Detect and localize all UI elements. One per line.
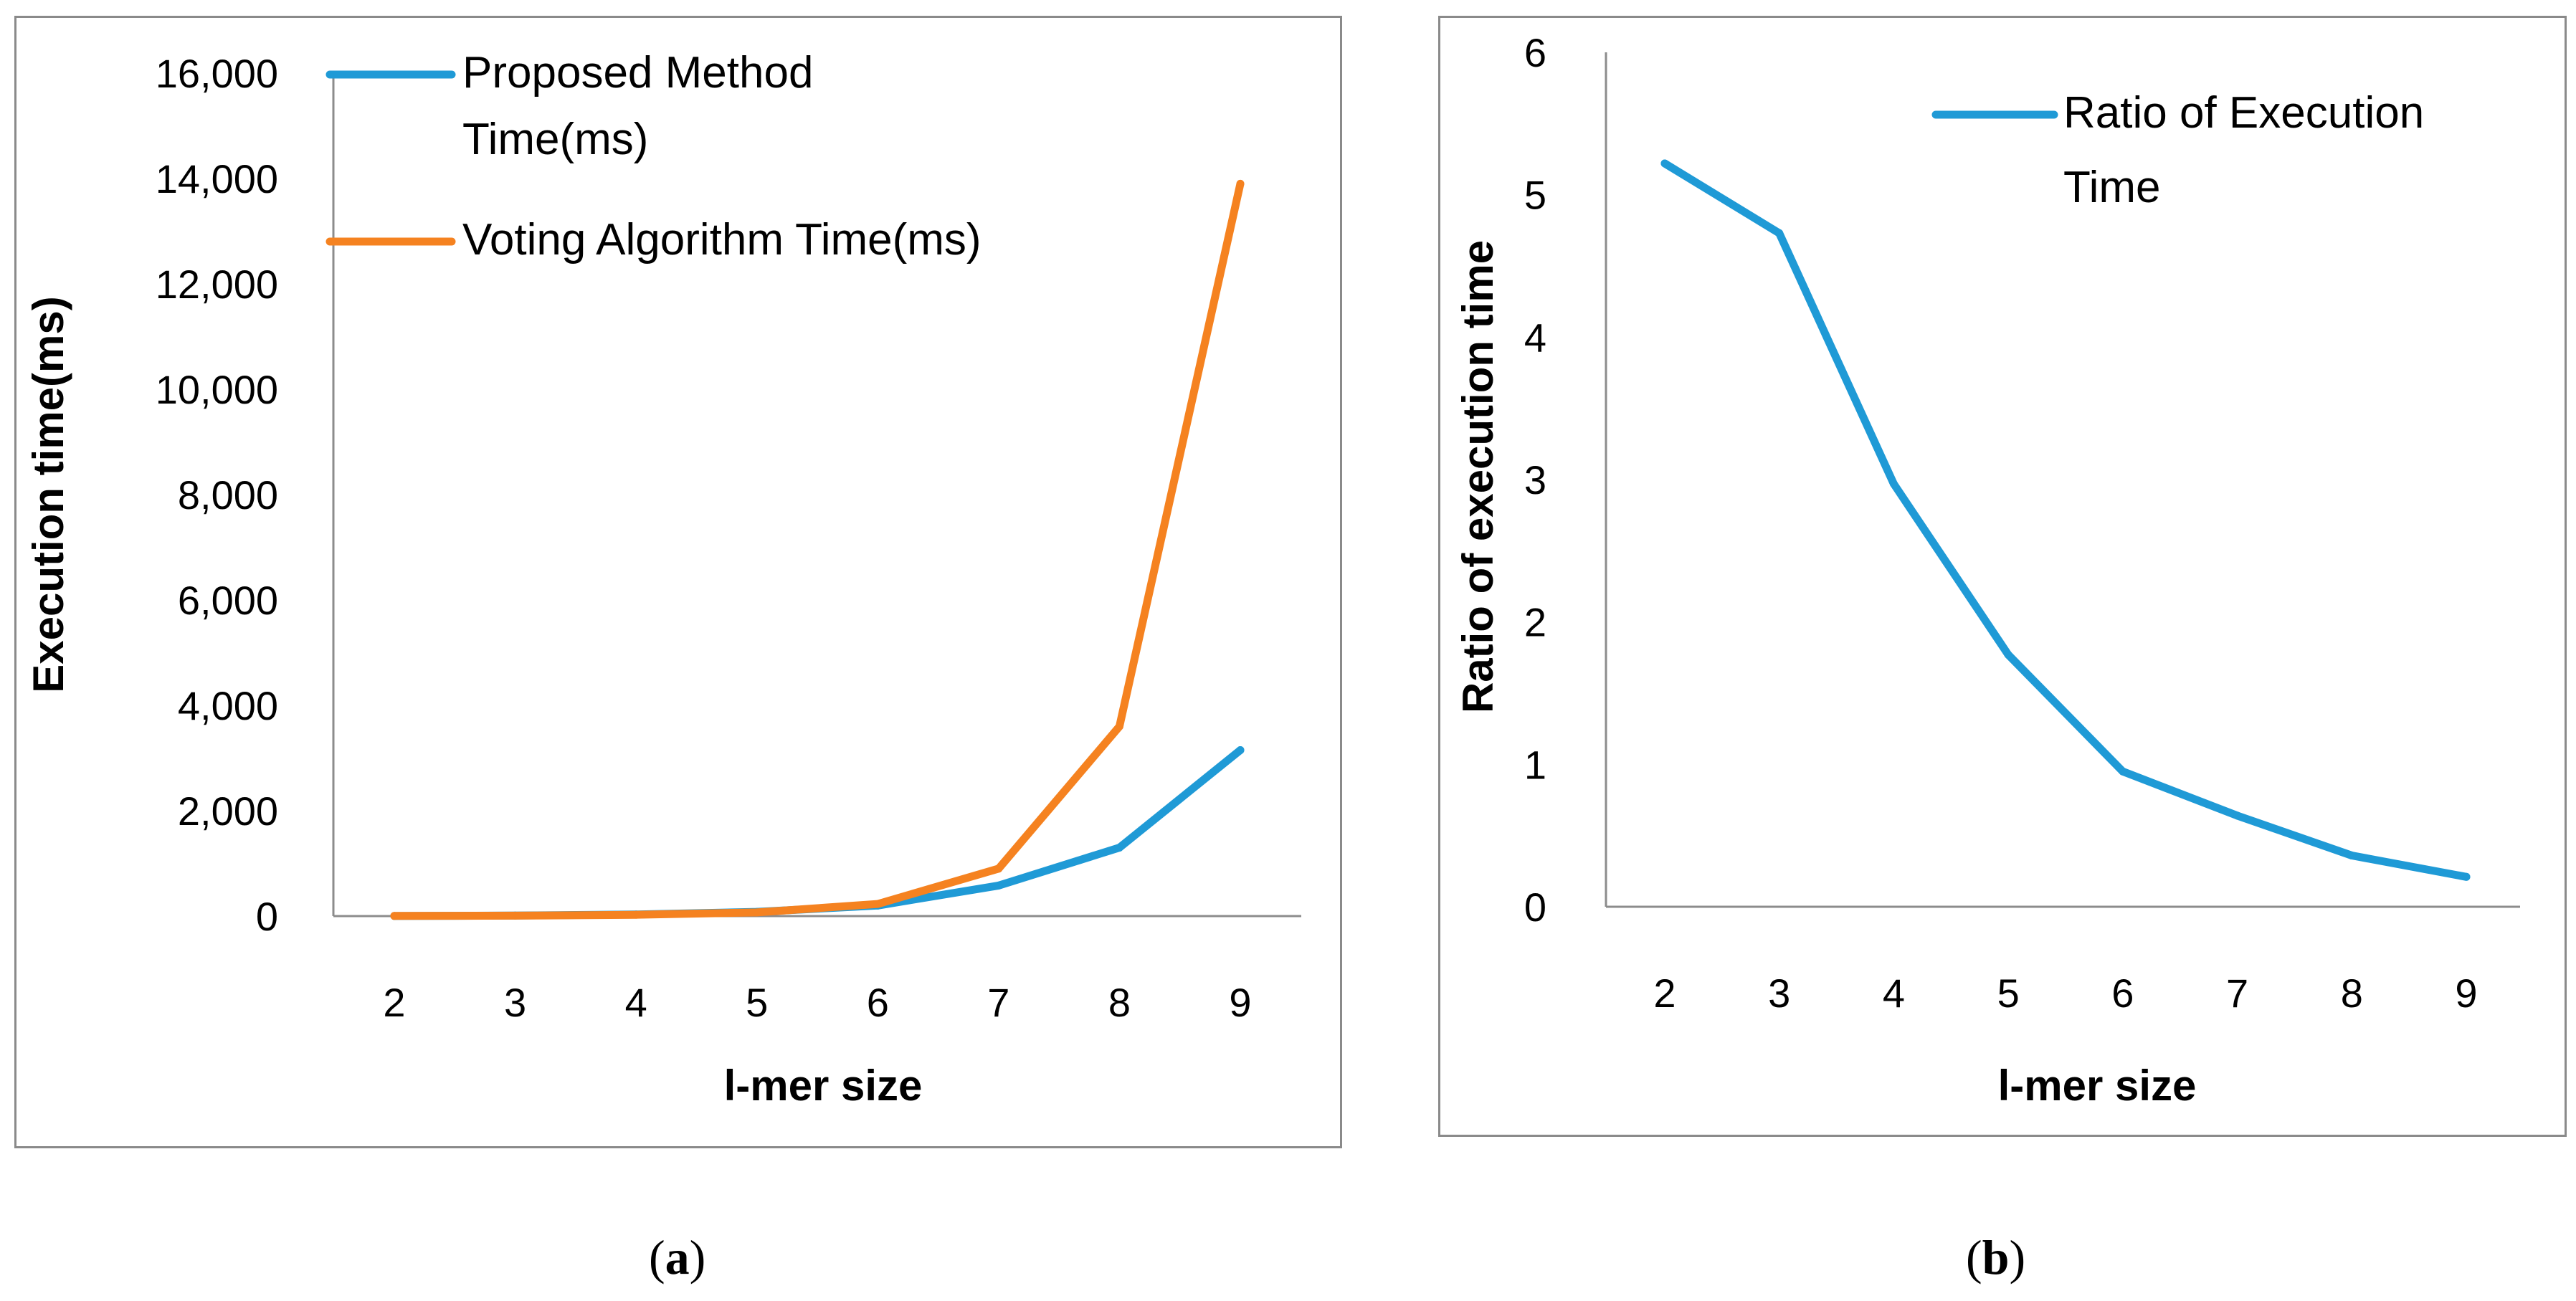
caption-b-letter: b — [1982, 1230, 2010, 1285]
y-tick-label-a: 0 — [256, 894, 278, 939]
x-tick-label-a: 7 — [987, 980, 1009, 1025]
x-tick-label-a: 4 — [625, 980, 647, 1025]
caption-a-letter: a — [665, 1230, 690, 1285]
data-point-a-1 — [1115, 722, 1123, 730]
x-tick-label-b: 2 — [1653, 971, 1676, 1016]
x-tick-label-a: 8 — [1108, 980, 1131, 1025]
x-tick-label-b: 4 — [1883, 971, 1905, 1016]
y-tick-label-b: 5 — [1524, 173, 1546, 218]
x-tick-label-b: 5 — [1997, 971, 2020, 1016]
data-point-a-1 — [873, 900, 882, 908]
data-point-a-1 — [390, 912, 399, 920]
x-tick-label-a: 3 — [504, 980, 526, 1025]
x-tick-label-b: 6 — [2111, 971, 2134, 1016]
y-tick-label-b: 3 — [1524, 457, 1546, 502]
y-tick-label-b: 1 — [1524, 742, 1546, 787]
y-tick-label-a: 2,000 — [178, 788, 278, 834]
y-tick-label-b: 2 — [1524, 600, 1546, 645]
series-line-b-0 — [1660, 159, 2471, 881]
y-tick-label-b: 6 — [1524, 30, 1546, 75]
x-tick-label-a: 9 — [1229, 980, 1251, 1025]
caption-a: (a) — [649, 1230, 706, 1285]
data-point-a-0 — [1236, 745, 1245, 754]
data-point-a-1 — [511, 911, 520, 920]
y-axis-title-b: Ratio of execution time — [1454, 240, 1502, 713]
y-tick-label-a: 16,000 — [156, 51, 278, 96]
data-point-b-0 — [1889, 480, 1898, 488]
y-tick-label-b: 4 — [1524, 315, 1546, 360]
x-tick-label-b: 7 — [2226, 971, 2248, 1016]
legend-label-b-0: Time — [2063, 163, 2160, 212]
y-tick-label-a: 6,000 — [178, 578, 278, 623]
x-tick-label-b: 9 — [2455, 971, 2477, 1016]
x-tick-label-a: 6 — [867, 980, 889, 1025]
series-line-a-1 — [390, 179, 1245, 920]
data-point-b-0 — [1775, 229, 1784, 237]
y-tick-label-a: 8,000 — [178, 472, 278, 518]
caption-b: (b) — [1966, 1230, 2026, 1285]
x-tick-label-b: 3 — [1768, 971, 1790, 1016]
legend-label-a-0: Time(ms) — [462, 115, 648, 164]
x-axis-title-b: l-mer size — [1998, 1062, 2197, 1110]
y-tick-label-a: 10,000 — [156, 367, 278, 412]
series-line-a-0 — [390, 746, 1245, 920]
data-point-b-0 — [2233, 811, 2242, 820]
data-point-b-0 — [2462, 872, 2471, 881]
x-tick-label-a: 5 — [746, 980, 768, 1025]
x-tick-label-b: 8 — [2341, 971, 2363, 1016]
legend-label-a-1: Voting Algorithm Time(ms) — [462, 215, 982, 265]
chart-panel-a — [14, 16, 1342, 1148]
data-point-a-1 — [994, 864, 1003, 873]
legend-label-a-0: Proposed Method — [462, 48, 813, 97]
y-tick-label-a: 4,000 — [178, 683, 278, 728]
data-point-b-0 — [1660, 159, 1669, 168]
y-tick-label-a: 14,000 — [156, 156, 278, 201]
data-point-a-1 — [632, 910, 640, 919]
data-point-a-1 — [1236, 179, 1245, 188]
y-tick-label-b: 0 — [1524, 885, 1546, 930]
legend-label-b-0: Ratio of Execution — [2063, 88, 2424, 138]
x-axis-title-a: l-mer size — [724, 1062, 923, 1110]
x-tick-label-a: 2 — [383, 980, 405, 1025]
data-point-b-0 — [2004, 650, 2012, 659]
chart-panel-b — [1438, 16, 2567, 1137]
data-point-b-0 — [2119, 767, 2127, 776]
y-axis-title-a: Execution time(ms) — [24, 296, 72, 692]
data-point-a-0 — [994, 881, 1003, 890]
data-point-b-0 — [2347, 851, 2356, 859]
data-point-a-1 — [753, 908, 761, 917]
data-point-a-0 — [1115, 843, 1123, 852]
y-tick-label-a: 12,000 — [156, 262, 278, 307]
